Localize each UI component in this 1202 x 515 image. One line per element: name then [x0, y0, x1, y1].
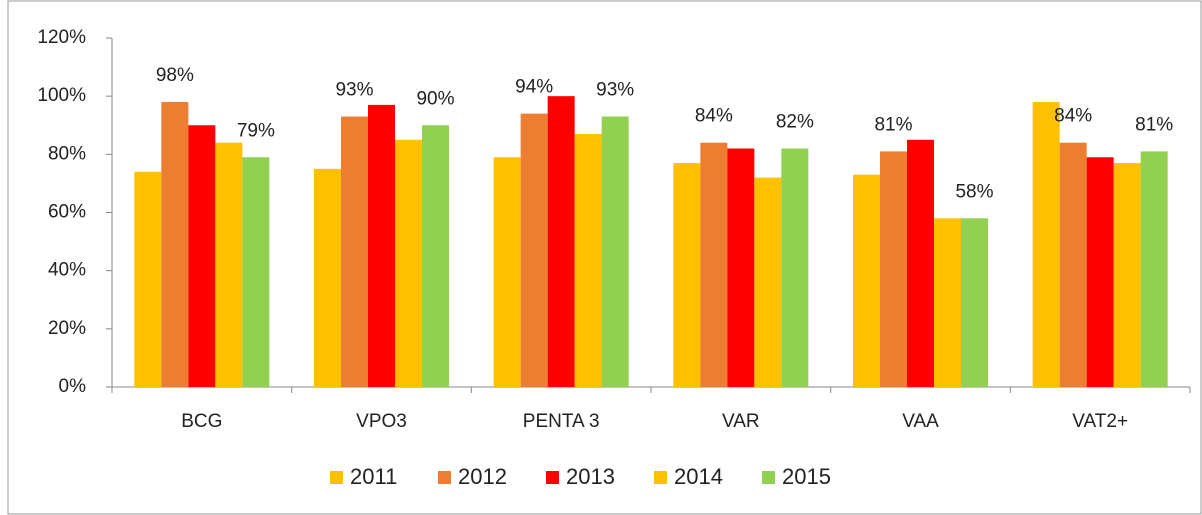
- bar: [961, 218, 988, 387]
- bar: [673, 163, 701, 387]
- data-label: 79%: [237, 120, 275, 141]
- bar: [493, 157, 521, 387]
- data-label: 84%: [695, 106, 733, 127]
- bar: [1113, 163, 1141, 387]
- bar: [1032, 101, 1060, 387]
- bar: [422, 125, 449, 387]
- legend-label: 2011: [350, 464, 397, 489]
- bar: [341, 116, 368, 388]
- x-tick-label: VAT2+: [1072, 411, 1128, 432]
- y-tick-label: 40%: [48, 260, 86, 281]
- bar: [574, 133, 602, 387]
- bar: [242, 157, 270, 387]
- bar: [754, 177, 782, 387]
- x-tick-label: BCG: [181, 411, 222, 432]
- bar: [188, 125, 216, 387]
- bar: [368, 104, 395, 388]
- legend-swatch: [330, 471, 343, 484]
- bar: [880, 151, 907, 387]
- legend-label: 2015: [782, 464, 831, 489]
- bar: [907, 139, 934, 387]
- data-label: 81%: [874, 114, 912, 135]
- legend-swatch: [546, 471, 559, 484]
- data-label: 94%: [515, 77, 553, 98]
- legend-label: 2013: [566, 464, 615, 489]
- bar: [215, 142, 243, 387]
- bar: [601, 116, 629, 388]
- y-tick-label: 120%: [37, 27, 86, 48]
- bar: [161, 101, 189, 387]
- bar: [727, 148, 755, 387]
- bar: [853, 174, 880, 387]
- data-label: 90%: [416, 88, 454, 109]
- bar: [134, 171, 162, 387]
- bar: [1059, 142, 1087, 387]
- bar: [934, 218, 961, 387]
- y-tick-label: 0%: [59, 376, 87, 397]
- data-label: 82%: [776, 112, 814, 133]
- bar: [1140, 151, 1168, 387]
- y-tick-label: 60%: [48, 202, 86, 223]
- bar: [520, 113, 548, 387]
- data-label: 58%: [955, 181, 993, 202]
- x-tick-label: VAA: [902, 411, 939, 432]
- bar: [781, 148, 809, 387]
- data-label: 98%: [156, 65, 194, 86]
- data-label: 84%: [1054, 106, 1092, 127]
- x-tick-label: VPO3: [356, 411, 407, 432]
- legend-label: 2014: [674, 464, 723, 489]
- data-label: 81%: [1135, 114, 1173, 135]
- legend-label: 2012: [458, 464, 507, 489]
- y-tick-label: 80%: [48, 143, 86, 164]
- x-tick-label: PENTA 3: [523, 411, 600, 432]
- bar: [700, 142, 728, 387]
- y-tick-label: 20%: [48, 318, 86, 339]
- bar: [395, 139, 422, 387]
- bar: [314, 168, 341, 387]
- y-tick-label: 100%: [37, 85, 86, 106]
- x-tick-label: VAR: [722, 411, 760, 432]
- legend-swatch: [654, 471, 667, 484]
- data-label: 93%: [596, 80, 634, 101]
- data-label: 93%: [335, 80, 373, 101]
- legend-swatch: [762, 471, 775, 484]
- bar: [547, 96, 575, 388]
- legend-swatch: [438, 471, 451, 484]
- bar: [1086, 157, 1114, 387]
